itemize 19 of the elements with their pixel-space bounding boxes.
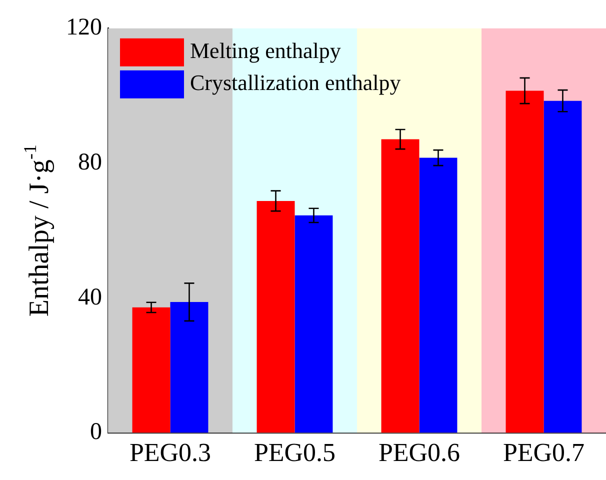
y-axis-title: Enthalpy / J·g-1: [20, 144, 55, 317]
x-tick-label: PEG0.5: [254, 438, 336, 468]
bar: [506, 90, 544, 433]
legend-label: Crystallization enthalpy: [190, 70, 401, 96]
bar: [294, 215, 333, 433]
x-tick-label: PEG0.7: [502, 438, 585, 468]
bar: [256, 200, 295, 433]
x-tick-label: PEG0.3: [129, 438, 212, 468]
bar: [170, 302, 208, 433]
y-tick-label: 0: [90, 419, 102, 446]
y-tick-label: 40: [78, 284, 102, 310]
legend-label: Melting enthalpy: [190, 38, 341, 64]
bar: [381, 139, 420, 433]
bar: [544, 100, 582, 433]
y-tick-label: 80: [78, 149, 102, 176]
bar: [419, 158, 458, 433]
bar: [132, 307, 170, 433]
y-tick-label: 120: [66, 14, 102, 41]
x-tick-label: PEG0.6: [378, 438, 460, 468]
